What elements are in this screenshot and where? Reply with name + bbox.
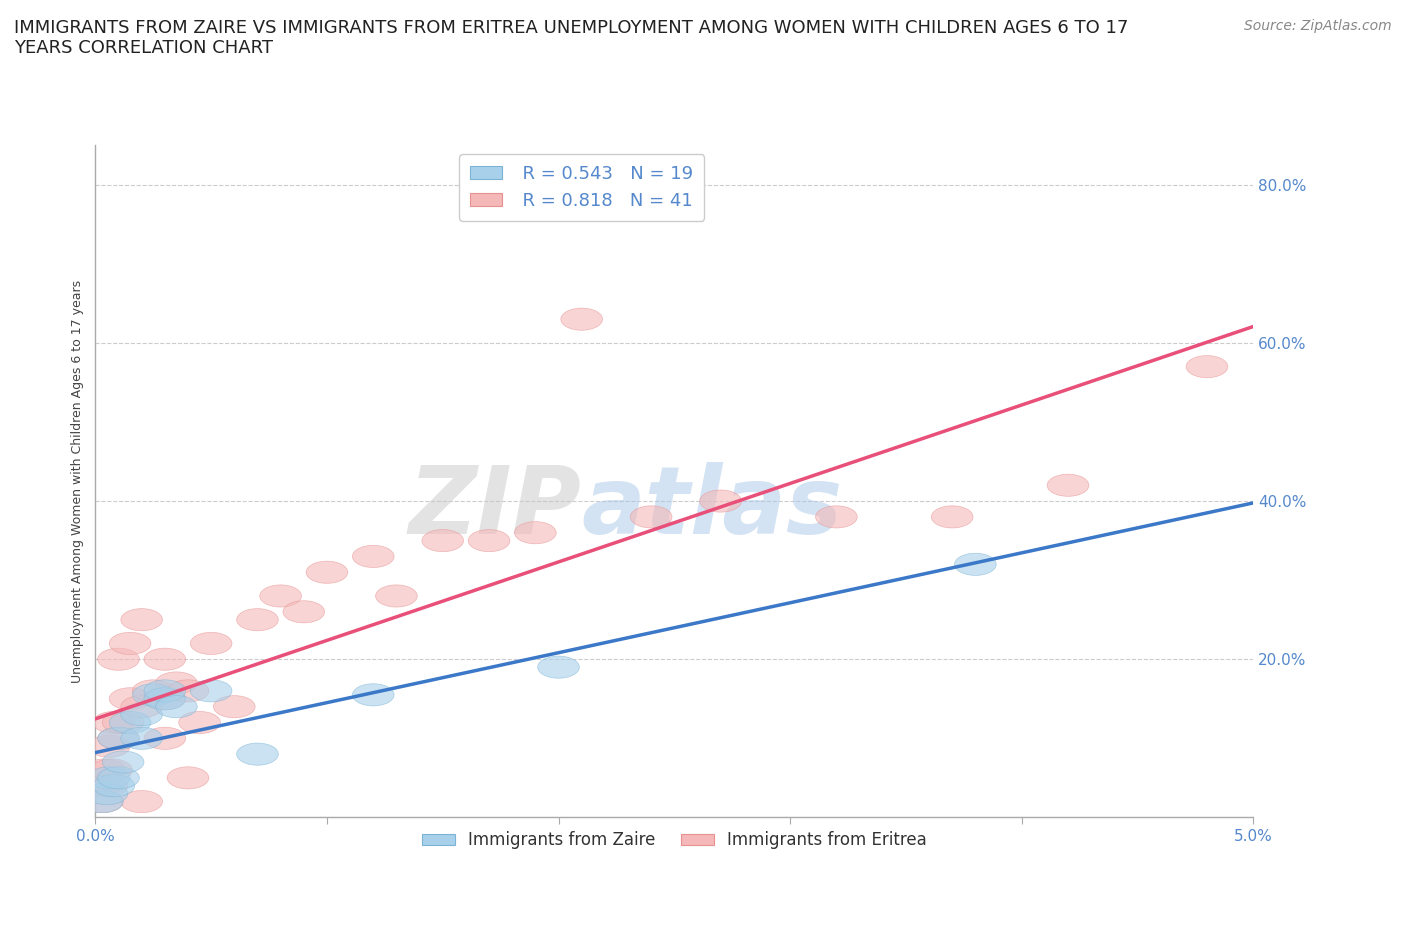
Ellipse shape (561, 308, 603, 330)
Ellipse shape (82, 790, 124, 813)
Ellipse shape (167, 680, 209, 702)
Ellipse shape (1047, 474, 1088, 497)
Ellipse shape (121, 790, 163, 813)
Ellipse shape (515, 522, 557, 544)
Ellipse shape (121, 703, 163, 725)
Ellipse shape (190, 680, 232, 702)
Ellipse shape (97, 727, 139, 750)
Ellipse shape (89, 767, 131, 789)
Ellipse shape (143, 648, 186, 671)
Ellipse shape (132, 680, 174, 702)
Ellipse shape (143, 687, 186, 710)
Ellipse shape (260, 585, 301, 607)
Ellipse shape (103, 711, 143, 734)
Ellipse shape (1187, 355, 1227, 378)
Text: Source: ZipAtlas.com: Source: ZipAtlas.com (1244, 19, 1392, 33)
Ellipse shape (236, 608, 278, 631)
Ellipse shape (110, 632, 150, 655)
Ellipse shape (307, 561, 347, 583)
Ellipse shape (121, 727, 163, 750)
Ellipse shape (236, 743, 278, 765)
Ellipse shape (156, 671, 197, 694)
Text: ZIP: ZIP (409, 462, 582, 554)
Ellipse shape (375, 585, 418, 607)
Ellipse shape (214, 696, 254, 718)
Ellipse shape (93, 775, 135, 797)
Ellipse shape (143, 680, 186, 702)
Ellipse shape (353, 545, 394, 567)
Ellipse shape (86, 775, 128, 797)
Ellipse shape (630, 506, 672, 528)
Ellipse shape (97, 648, 139, 671)
Ellipse shape (283, 601, 325, 623)
Ellipse shape (353, 684, 394, 706)
Ellipse shape (103, 751, 143, 773)
Ellipse shape (82, 790, 124, 813)
Ellipse shape (89, 735, 131, 757)
Ellipse shape (84, 759, 125, 781)
Ellipse shape (143, 727, 186, 750)
Ellipse shape (190, 632, 232, 655)
Ellipse shape (179, 711, 221, 734)
Ellipse shape (97, 727, 139, 750)
Ellipse shape (79, 775, 121, 797)
Ellipse shape (132, 684, 174, 706)
Ellipse shape (143, 687, 186, 710)
Ellipse shape (121, 608, 163, 631)
Ellipse shape (121, 696, 163, 718)
Ellipse shape (931, 506, 973, 528)
Ellipse shape (815, 506, 858, 528)
Ellipse shape (91, 759, 132, 781)
Ellipse shape (156, 696, 197, 718)
Text: IMMIGRANTS FROM ZAIRE VS IMMIGRANTS FROM ERITREA UNEMPLOYMENT AMONG WOMEN WITH C: IMMIGRANTS FROM ZAIRE VS IMMIGRANTS FROM… (14, 19, 1129, 58)
Ellipse shape (537, 656, 579, 678)
Ellipse shape (422, 529, 464, 551)
Ellipse shape (468, 529, 510, 551)
Ellipse shape (97, 767, 139, 789)
Ellipse shape (110, 711, 150, 734)
Y-axis label: Unemployment Among Women with Children Ages 6 to 17 years: Unemployment Among Women with Children A… (72, 280, 84, 683)
Ellipse shape (955, 553, 997, 576)
Ellipse shape (93, 711, 135, 734)
Text: atlas: atlas (582, 462, 844, 554)
Ellipse shape (700, 490, 741, 512)
Ellipse shape (167, 767, 209, 789)
Ellipse shape (110, 687, 150, 710)
Ellipse shape (86, 783, 128, 804)
Legend: Immigrants from Zaire, Immigrants from Eritrea: Immigrants from Zaire, Immigrants from E… (415, 825, 934, 857)
